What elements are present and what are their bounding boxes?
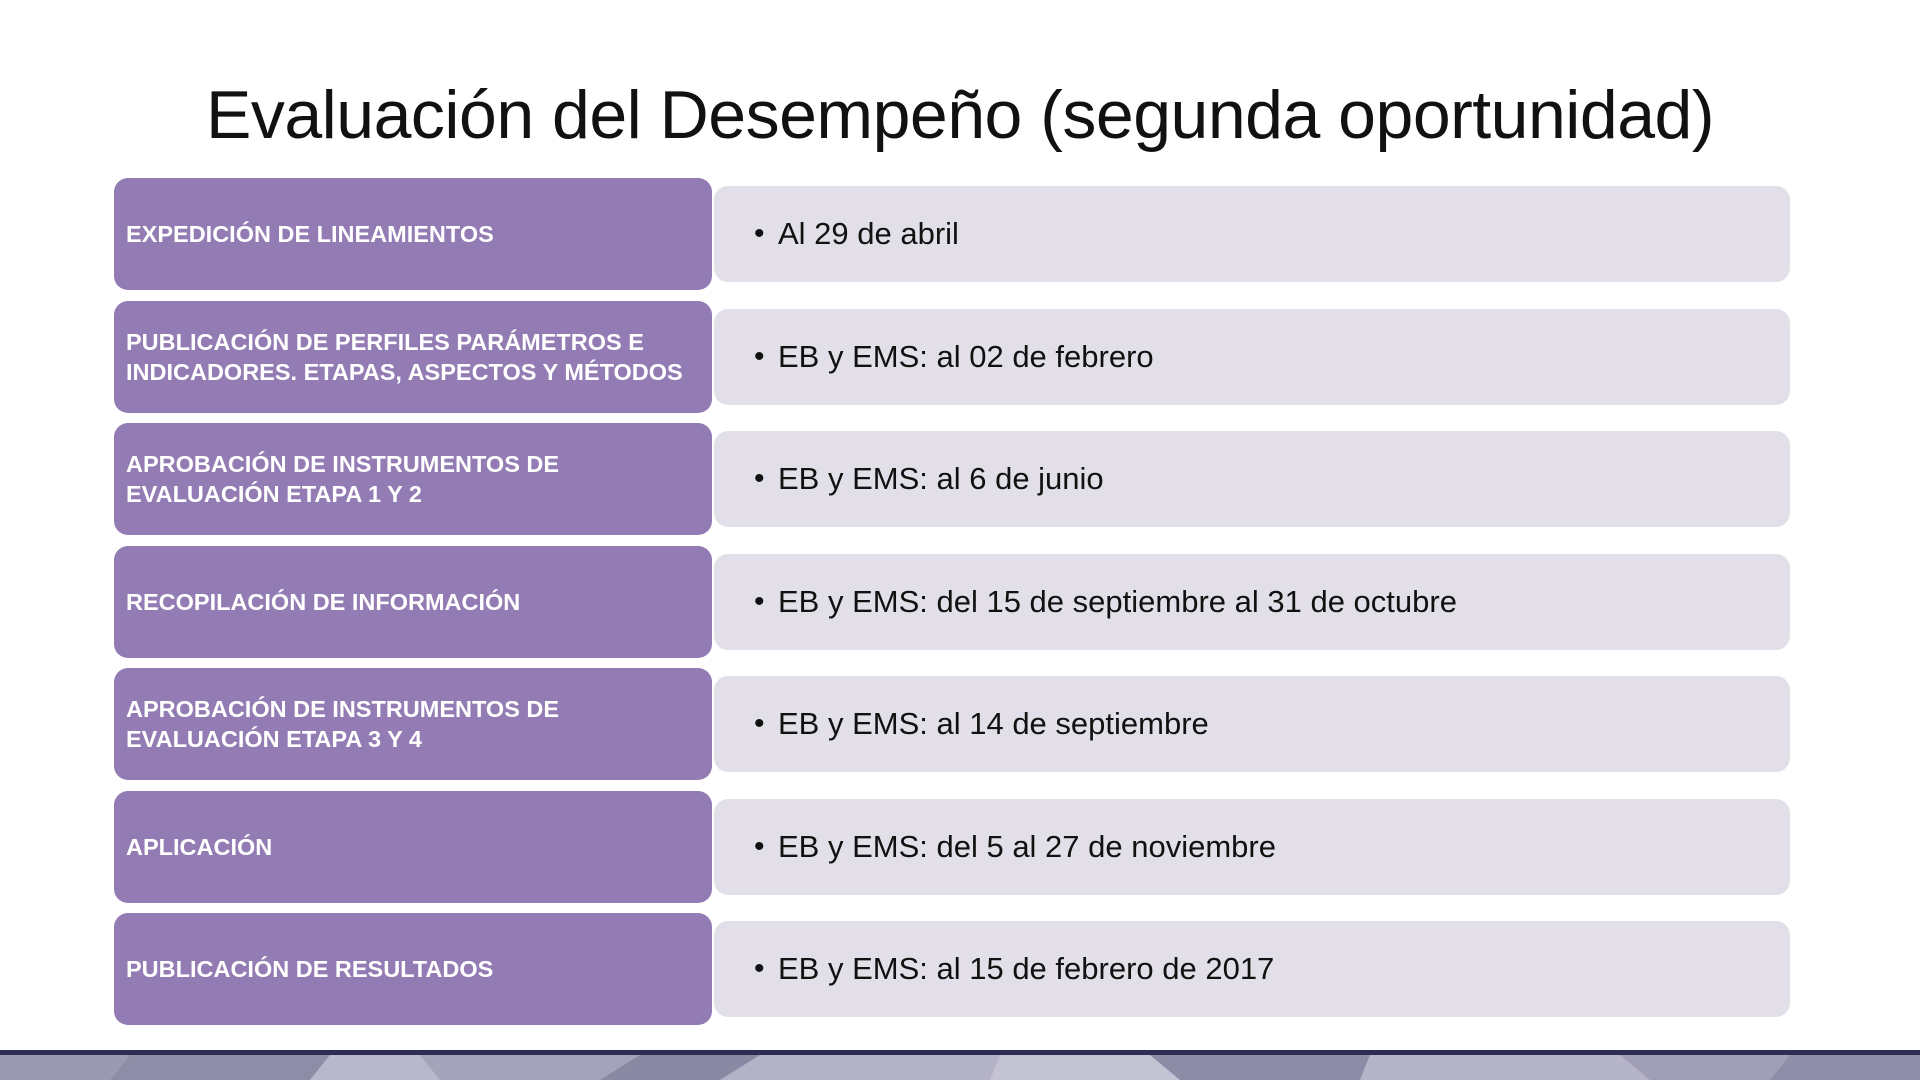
timeline-row: APROBACIÓN DE INSTRUMENTOS DE EVALUACIÓN… xyxy=(114,668,1790,780)
row-value-box: • EB y EMS: al 6 de junio xyxy=(714,431,1790,527)
bullet-icon: • xyxy=(754,952,765,985)
row-label: APROBACIÓN DE INSTRUMENTOS DE EVALUACIÓN… xyxy=(114,668,712,780)
bullet-icon: • xyxy=(754,217,765,250)
footer-line xyxy=(0,1050,1920,1055)
row-value-box: • EB y EMS: al 14 de septiembre xyxy=(714,676,1790,772)
row-value: EB y EMS: al 14 de septiembre xyxy=(778,706,1209,741)
row-value-box: • EB y EMS: del 5 al 27 de noviembre xyxy=(714,798,1790,895)
row-value-box: • EB y EMS: al 15 de febrero de 2017 xyxy=(714,921,1790,1017)
row-value-box: • EB y EMS: del 15 de septiembre al 31 d… xyxy=(714,553,1790,650)
timeline-row: PUBLICACIÓN DE RESULTADOS • EB y EMS: al… xyxy=(114,913,1790,1025)
bullet-icon: • xyxy=(754,462,765,495)
timeline-row: EXPEDICIÓN DE LINEAMIENTOS • Al 29 de ab… xyxy=(114,178,1790,290)
row-label: RECOPILACIÓN DE INFORMACIÓN xyxy=(114,545,712,658)
row-value: EB y EMS: del 15 de septiembre al 31 de … xyxy=(778,583,1457,619)
timeline-row: RECOPILACIÓN DE INFORMACIÓN • EB y EMS: … xyxy=(114,545,1790,658)
bullet-icon: • xyxy=(754,707,765,740)
bullet-icon: • xyxy=(754,584,765,618)
row-label: APROBACIÓN DE INSTRUMENTOS DE EVALUACIÓN… xyxy=(114,423,712,535)
row-label: PUBLICACIÓN DE RESULTADOS xyxy=(114,913,712,1025)
bullet-icon: • xyxy=(754,829,765,863)
bullet-icon: • xyxy=(754,339,765,373)
row-value-box: • Al 29 de abril xyxy=(714,186,1790,282)
footer-decoration xyxy=(0,1050,1920,1080)
row-value: EB y EMS: al 6 de junio xyxy=(778,461,1104,496)
timeline-row: APROBACIÓN DE INSTRUMENTOS DE EVALUACIÓN… xyxy=(114,423,1790,535)
row-label: APLICACIÓN xyxy=(114,790,712,903)
row-label: PUBLICACIÓN DE PERFILES PARÁMETROS E IND… xyxy=(114,300,712,413)
row-value: EB y EMS: del 5 al 27 de noviembre xyxy=(778,828,1276,864)
row-value-box: • EB y EMS: al 02 de febrero xyxy=(714,308,1790,405)
slide-title: Evaluación del Desempeño (segunda oportu… xyxy=(205,77,1715,153)
timeline-row: APLICACIÓN • EB y EMS: del 5 al 27 de no… xyxy=(114,790,1790,903)
footer-pattern xyxy=(0,1055,1920,1080)
timeline-table: EXPEDICIÓN DE LINEAMIENTOS • Al 29 de ab… xyxy=(114,178,1790,1036)
timeline-row: PUBLICACIÓN DE PERFILES PARÁMETROS E IND… xyxy=(114,300,1790,413)
row-value: Al 29 de abril xyxy=(778,216,959,251)
row-value: EB y EMS: al 15 de febrero de 2017 xyxy=(778,951,1275,986)
row-label: EXPEDICIÓN DE LINEAMIENTOS xyxy=(114,178,712,290)
row-value: EB y EMS: al 02 de febrero xyxy=(778,338,1154,374)
